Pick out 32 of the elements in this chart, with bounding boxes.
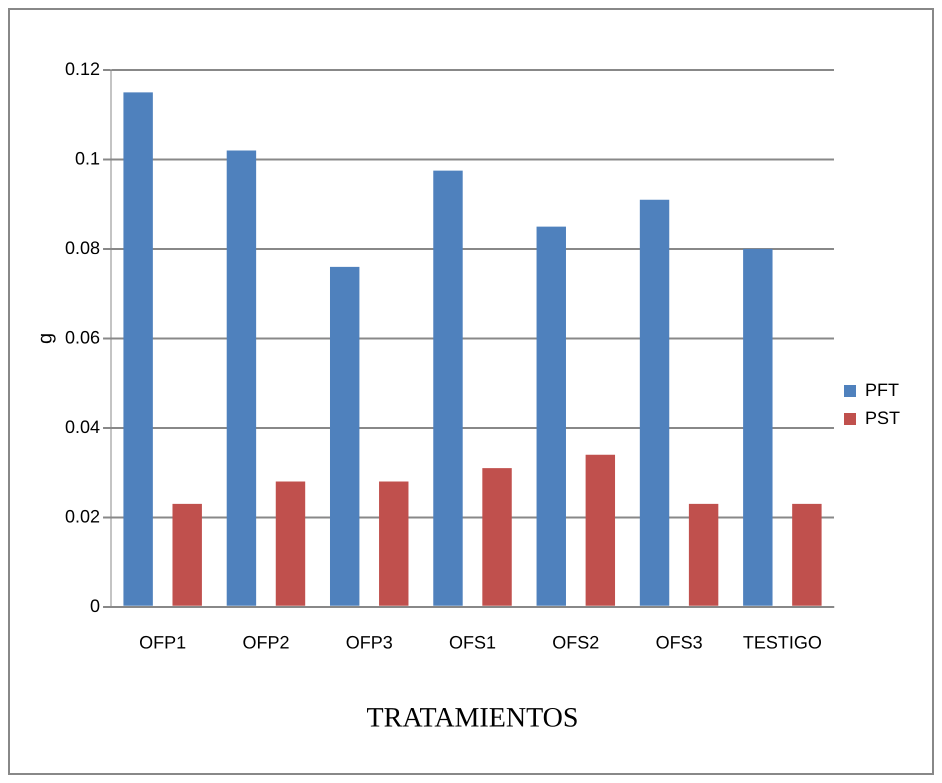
- bar: [536, 226, 566, 606]
- bar: [226, 150, 256, 606]
- y-tick-label: 0.04: [64, 416, 100, 437]
- bar: [123, 92, 153, 606]
- x-tick-label: OFS1: [449, 632, 496, 653]
- bar: [792, 504, 822, 606]
- x-tick-label: OFP1: [139, 632, 186, 653]
- x-tick-label: TESTIGO: [742, 632, 822, 653]
- bar: [276, 482, 306, 606]
- y-tick-label: 0.06: [64, 327, 100, 348]
- y-tick-label: 0.12: [64, 58, 100, 79]
- legend-label: PST: [864, 408, 900, 428]
- bar: [688, 504, 718, 606]
- x-tick-label: OFP3: [346, 632, 393, 653]
- x-tick-label: OFS2: [552, 632, 600, 653]
- y-axis-title: g: [34, 332, 57, 344]
- legend-label: PFT: [864, 380, 899, 400]
- bar: [172, 504, 202, 606]
- x-tick-label: OFS3: [656, 632, 703, 653]
- bar: [640, 200, 670, 606]
- bar: [743, 248, 773, 606]
- y-tick-label: 0.1: [75, 148, 100, 168]
- bar: [433, 170, 463, 606]
- bar: [379, 482, 408, 606]
- bar: [586, 454, 616, 606]
- y-tick-label: 0.02: [64, 506, 100, 526]
- x-tick-label: OFP2: [242, 632, 290, 653]
- y-tick-label: 0: [90, 596, 100, 616]
- bar: [482, 468, 512, 606]
- x-axis-title: TRATAMIENTOS: [366, 702, 578, 734]
- bar: [330, 266, 360, 606]
- y-tick-label: 0.08: [64, 238, 100, 258]
